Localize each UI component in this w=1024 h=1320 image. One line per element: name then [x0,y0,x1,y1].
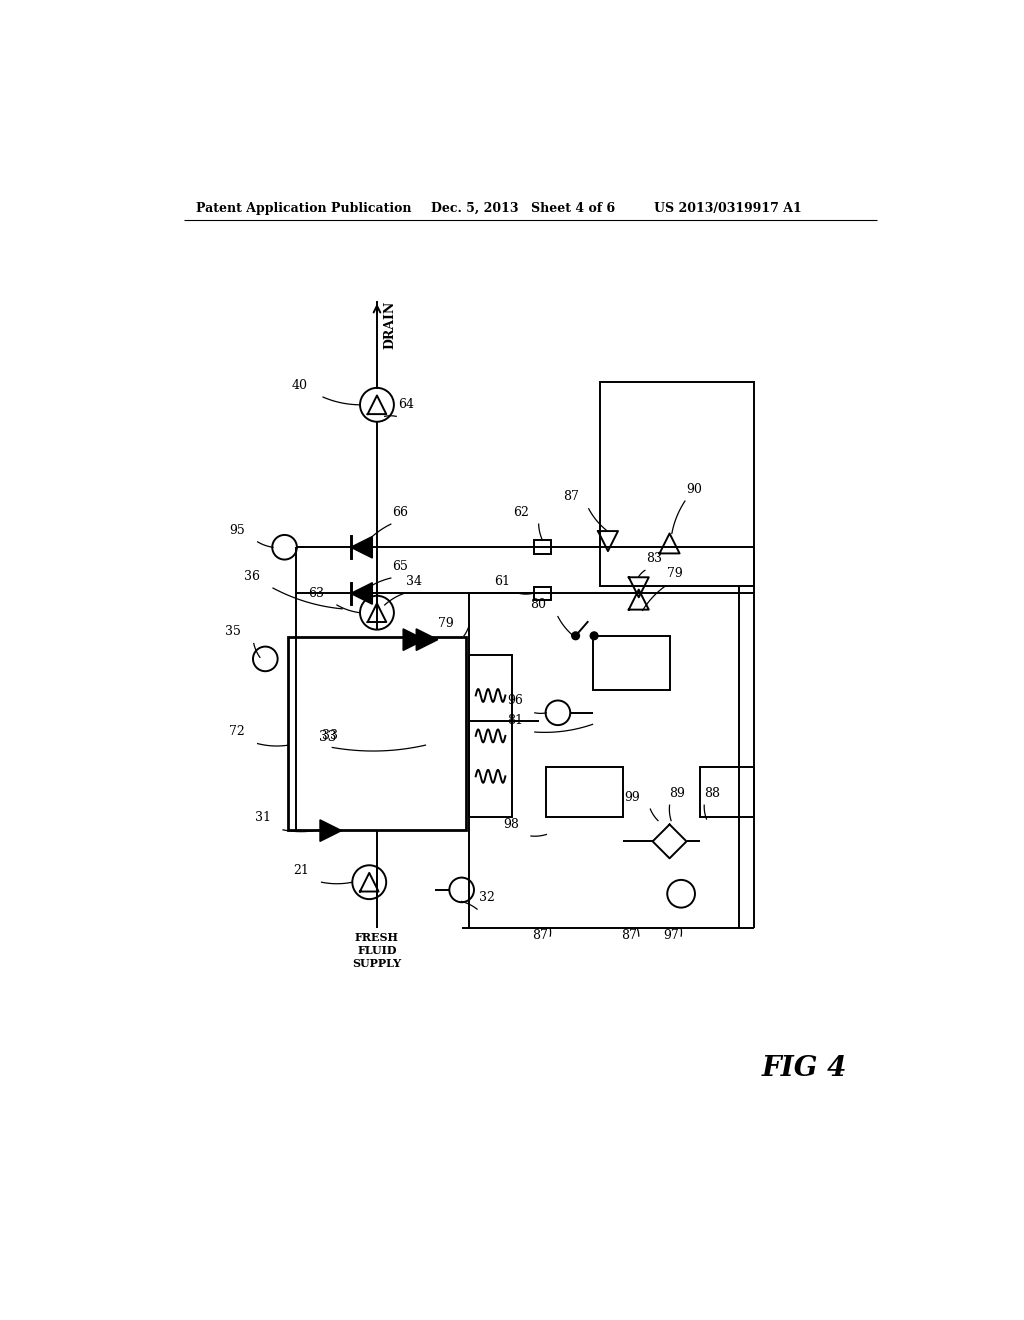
Text: 36: 36 [244,570,260,582]
Text: Patent Application Publication: Patent Application Publication [196,202,412,215]
Text: 72: 72 [228,725,245,738]
Text: 87: 87 [563,490,580,503]
Text: 66: 66 [392,506,409,519]
Text: 35: 35 [225,626,241,638]
Bar [289,638,466,830]
Text: 98: 98 [504,817,519,830]
Text: 90: 90 [686,483,702,496]
Text: US 2013/0319917 A1: US 2013/0319917 A1 [654,202,802,215]
Text: 79: 79 [438,618,454,631]
Circle shape [590,632,598,640]
Polygon shape [351,536,373,558]
Text: 61: 61 [495,576,510,589]
Text: 88: 88 [705,787,720,800]
Text: 97: 97 [664,929,679,942]
Text: 32: 32 [479,891,496,904]
Bar [535,586,551,601]
Polygon shape [403,628,425,651]
Polygon shape [416,628,438,651]
Text: 83: 83 [646,552,663,565]
Polygon shape [319,820,342,841]
Text: 62: 62 [514,506,529,519]
Text: 89: 89 [670,787,685,800]
Text: 33: 33 [319,730,337,743]
Bar [469,655,512,817]
Text: 65: 65 [392,560,409,573]
Text: 31: 31 [255,812,270,825]
Bar [700,767,755,817]
Bar [593,636,670,689]
Text: 34: 34 [407,576,422,589]
Text: 79: 79 [668,568,683,581]
Circle shape [571,632,580,640]
Bar [600,381,755,586]
Text: FIG 4: FIG 4 [762,1056,847,1082]
Text: 63: 63 [308,586,325,599]
Text: Sheet 4 of 6: Sheet 4 of 6 [531,202,615,215]
Polygon shape [351,582,373,605]
Text: 80: 80 [530,598,547,611]
Text: Dec. 5, 2013: Dec. 5, 2013 [431,202,518,215]
Text: 87: 87 [621,929,637,942]
Text: 81: 81 [507,714,523,726]
Text: DRAIN: DRAIN [383,301,396,348]
Text: 40: 40 [292,379,307,392]
Text: 64: 64 [398,397,415,411]
Text: 21: 21 [293,863,309,876]
Text: 95: 95 [228,524,245,537]
Text: 33: 33 [322,729,338,742]
Bar [535,540,551,554]
Text: 87: 87 [532,929,548,942]
Text: FRESH
FLUID
SUPPLY: FRESH FLUID SUPPLY [352,932,401,969]
Text: 99: 99 [625,791,640,804]
Bar [547,767,624,817]
Text: 96: 96 [507,694,523,708]
